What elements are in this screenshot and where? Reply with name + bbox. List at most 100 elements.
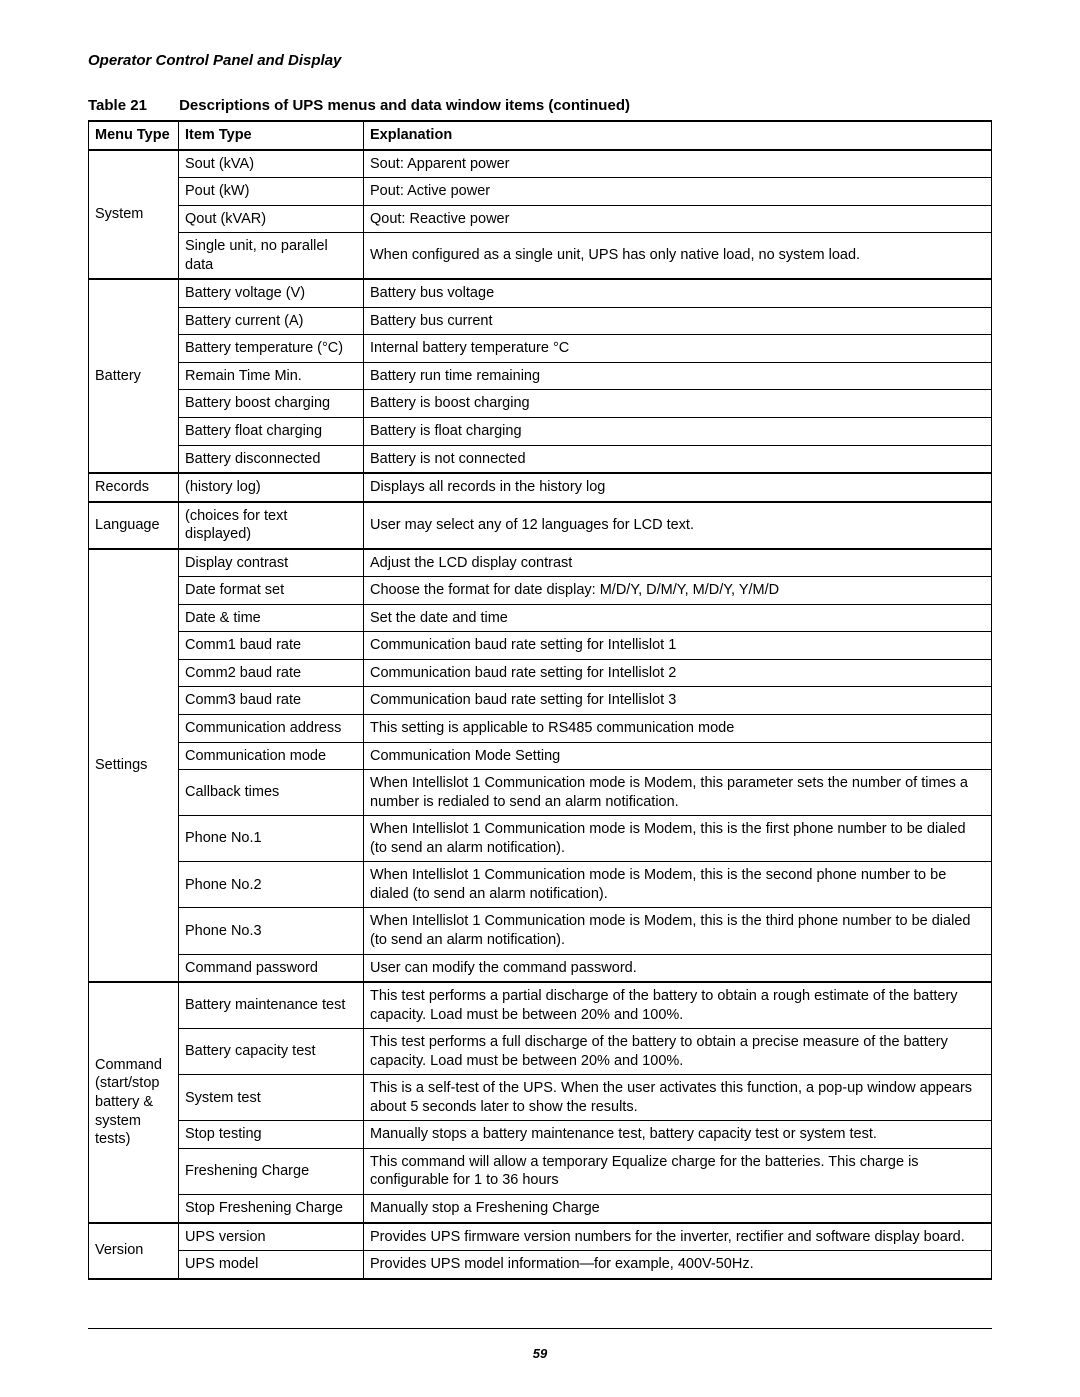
table-row: Battery disconnectedBattery is not conne…	[89, 445, 992, 473]
cell-explanation: This setting is applicable to RS485 comm…	[364, 715, 992, 743]
table-row: Date format setChoose the format for dat…	[89, 577, 992, 605]
table-header-row: Menu Type Item Type Explanation	[89, 121, 992, 150]
table-row: Comm1 baud rateCommunication baud rate s…	[89, 632, 992, 660]
cell-item-type: Battery boost charging	[179, 390, 364, 418]
cell-item-type: Command password	[179, 954, 364, 982]
table-row: Battery boost chargingBattery is boost c…	[89, 390, 992, 418]
cell-explanation: Provides UPS firmware version numbers fo…	[364, 1223, 992, 1251]
cell-explanation: Choose the format for date display: M/D/…	[364, 577, 992, 605]
table-row: Pout (kW)Pout: Active power	[89, 178, 992, 206]
cell-explanation: User can modify the command password.	[364, 954, 992, 982]
table-row: Callback timesWhen Intellislot 1 Communi…	[89, 770, 992, 816]
cell-explanation: When Intellislot 1 Communication mode is…	[364, 862, 992, 908]
ups-menu-table: Menu Type Item Type Explanation SystemSo…	[88, 120, 992, 1280]
cell-explanation: User may select any of 12 languages for …	[364, 502, 992, 549]
cell-item-type: System test	[179, 1075, 364, 1121]
cell-explanation: Communication baud rate setting for Inte…	[364, 659, 992, 687]
table-row: Freshening ChargeThis command will allow…	[89, 1148, 992, 1194]
cell-explanation: This test performs a partial discharge o…	[364, 982, 992, 1029]
cell-explanation: When Intellislot 1 Communication mode is…	[364, 816, 992, 862]
table-row: Language(choices for text displayed)User…	[89, 502, 992, 549]
table-row: Records(history log)Displays all records…	[89, 473, 992, 502]
cell-item-type: Date format set	[179, 577, 364, 605]
table-row: Phone No.2When Intellislot 1 Communicati…	[89, 862, 992, 908]
cell-item-type: Phone No.3	[179, 908, 364, 954]
cell-explanation: Communication baud rate setting for Inte…	[364, 687, 992, 715]
cell-explanation: Displays all records in the history log	[364, 473, 992, 502]
cell-explanation: Battery is float charging	[364, 418, 992, 446]
table-row: Single unit, no parallel dataWhen config…	[89, 233, 992, 280]
cell-explanation: Battery is boost charging	[364, 390, 992, 418]
cell-item-type: UPS version	[179, 1223, 364, 1251]
table-row: Phone No.1When Intellislot 1 Communicati…	[89, 816, 992, 862]
table-row: System testThis is a self-test of the UP…	[89, 1075, 992, 1121]
cell-item-type: Callback times	[179, 770, 364, 816]
cell-item-type: Communication mode	[179, 742, 364, 770]
cell-menu-type: System	[89, 150, 179, 280]
table-row: Remain Time Min.Battery run time remaini…	[89, 362, 992, 390]
table-row: Command (start/stop battery & system tes…	[89, 982, 992, 1029]
cell-menu-type: Language	[89, 502, 179, 549]
table-body: SystemSout (kVA)Sout: Apparent powerPout…	[89, 150, 992, 1279]
table-row: Communication addressThis setting is app…	[89, 715, 992, 743]
col-item-type: Item Type	[179, 121, 364, 150]
cell-explanation: This is a self-test of the UPS. When the…	[364, 1075, 992, 1121]
cell-explanation: Communication baud rate setting for Inte…	[364, 632, 992, 660]
cell-menu-type: Settings	[89, 549, 179, 982]
section-header: Operator Control Panel and Display	[88, 52, 992, 69]
cell-explanation: Battery bus current	[364, 307, 992, 335]
cell-item-type: (choices for text displayed)	[179, 502, 364, 549]
table-row: UPS modelProvides UPS model information—…	[89, 1251, 992, 1279]
cell-menu-type: Records	[89, 473, 179, 502]
table-row: Stop testingManually stops a battery mai…	[89, 1121, 992, 1149]
col-menu-type: Menu Type	[89, 121, 179, 150]
cell-explanation: Internal battery temperature °C	[364, 335, 992, 363]
table-row: Battery float chargingBattery is float c…	[89, 418, 992, 446]
table-caption: Table 21 Descriptions of UPS menus and d…	[88, 97, 992, 114]
cell-explanation: Battery bus voltage	[364, 279, 992, 307]
cell-item-type: Stop testing	[179, 1121, 364, 1149]
cell-explanation: Communication Mode Setting	[364, 742, 992, 770]
cell-explanation: When Intellislot 1 Communication mode is…	[364, 908, 992, 954]
cell-explanation: This command will allow a temporary Equa…	[364, 1148, 992, 1194]
col-explanation: Explanation	[364, 121, 992, 150]
cell-item-type: Qout (kVAR)	[179, 205, 364, 233]
cell-item-type: Battery voltage (V)	[179, 279, 364, 307]
cell-menu-type: Command (start/stop battery & system tes…	[89, 982, 179, 1222]
cell-menu-type: Battery	[89, 279, 179, 473]
table-row: VersionUPS versionProvides UPS firmware …	[89, 1223, 992, 1251]
table-row: Comm2 baud rateCommunication baud rate s…	[89, 659, 992, 687]
cell-item-type: Remain Time Min.	[179, 362, 364, 390]
cell-item-type: Pout (kW)	[179, 178, 364, 206]
cell-item-type: (history log)	[179, 473, 364, 502]
document-page: Operator Control Panel and Display Table…	[0, 0, 1080, 1397]
cell-item-type: Battery disconnected	[179, 445, 364, 473]
cell-item-type: Phone No.1	[179, 816, 364, 862]
table-row: Phone No.3When Intellislot 1 Communicati…	[89, 908, 992, 954]
cell-item-type: Freshening Charge	[179, 1148, 364, 1194]
cell-explanation: Adjust the LCD display contrast	[364, 549, 992, 577]
cell-explanation: Qout: Reactive power	[364, 205, 992, 233]
page-number: 59	[0, 1346, 1080, 1361]
table-title: Descriptions of UPS menus and data windo…	[179, 97, 630, 114]
cell-item-type: Comm3 baud rate	[179, 687, 364, 715]
cell-item-type: Battery capacity test	[179, 1029, 364, 1075]
cell-item-type: Sout (kVA)	[179, 150, 364, 178]
table-row: BatteryBattery voltage (V)Battery bus vo…	[89, 279, 992, 307]
cell-item-type: Phone No.2	[179, 862, 364, 908]
table-row: Qout (kVAR)Qout: Reactive power	[89, 205, 992, 233]
cell-item-type: Battery float charging	[179, 418, 364, 446]
table-row: Stop Freshening ChargeManually stop a Fr…	[89, 1194, 992, 1222]
cell-item-type: Date & time	[179, 604, 364, 632]
cell-item-type: Communication address	[179, 715, 364, 743]
cell-explanation: Battery is not connected	[364, 445, 992, 473]
cell-item-type: Comm1 baud rate	[179, 632, 364, 660]
cell-explanation: Manually stops a battery maintenance tes…	[364, 1121, 992, 1149]
table-row: SettingsDisplay contrastAdjust the LCD d…	[89, 549, 992, 577]
table-row: Battery current (A)Battery bus current	[89, 307, 992, 335]
table-row: SystemSout (kVA)Sout: Apparent power	[89, 150, 992, 178]
cell-item-type: Single unit, no parallel data	[179, 233, 364, 280]
cell-explanation: When configured as a single unit, UPS ha…	[364, 233, 992, 280]
cell-item-type: Battery temperature (°C)	[179, 335, 364, 363]
cell-explanation: Battery run time remaining	[364, 362, 992, 390]
